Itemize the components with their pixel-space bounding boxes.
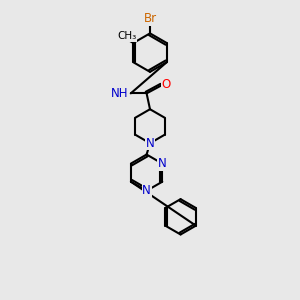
Text: N: N — [146, 137, 154, 150]
Text: O: O — [161, 78, 170, 91]
Text: N: N — [142, 184, 151, 197]
Text: N: N — [158, 157, 167, 170]
Text: CH₃: CH₃ — [118, 31, 137, 41]
Text: NH: NH — [110, 87, 128, 100]
Text: Br: Br — [143, 12, 157, 25]
